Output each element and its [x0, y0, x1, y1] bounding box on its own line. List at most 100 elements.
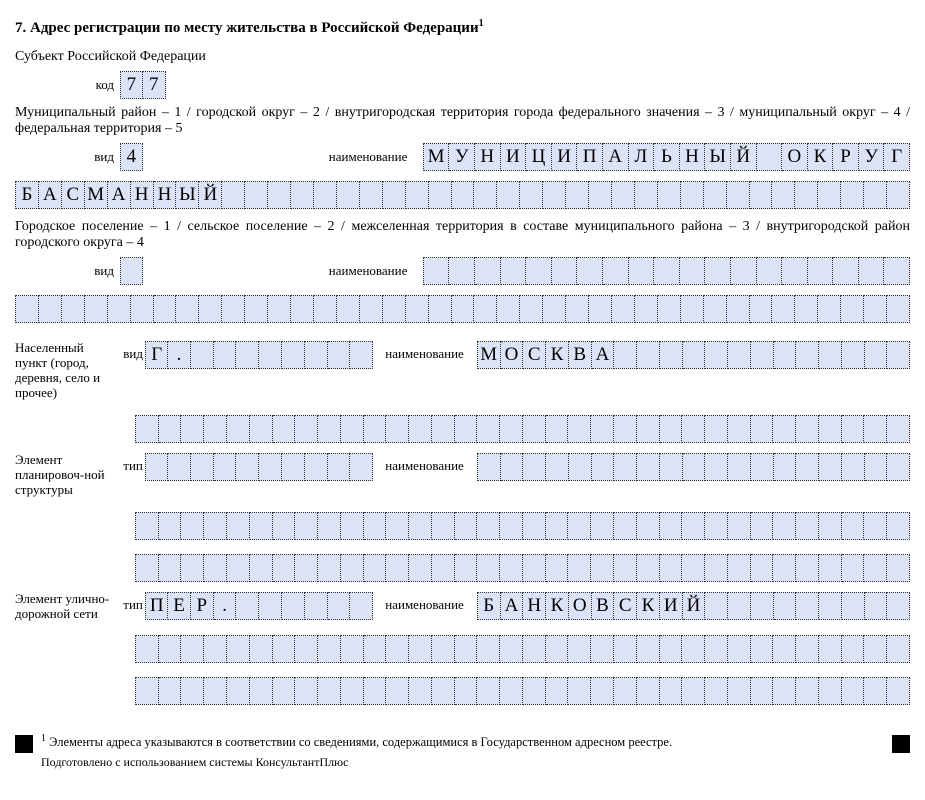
char-cell[interactable] — [341, 635, 364, 663]
char-cell[interactable] — [660, 635, 683, 663]
char-cell[interactable] — [772, 295, 795, 323]
char-cell[interactable]: Н — [154, 181, 177, 209]
char-cell[interactable]: П — [577, 143, 603, 171]
char-cell[interactable]: М — [85, 181, 108, 209]
char-cell[interactable] — [364, 635, 387, 663]
char-cell[interactable] — [819, 592, 842, 620]
char-cell[interactable] — [796, 554, 819, 582]
char-cell[interactable] — [546, 554, 569, 582]
char-cell[interactable] — [796, 415, 819, 443]
char-cell[interactable] — [159, 415, 182, 443]
char-cell[interactable] — [682, 677, 705, 705]
char-cell[interactable] — [546, 415, 569, 443]
char-cell[interactable] — [750, 181, 773, 209]
char-cell[interactable] — [432, 554, 455, 582]
char-cell[interactable] — [637, 512, 660, 540]
char-cell[interactable] — [227, 635, 250, 663]
char-cell[interactable] — [455, 677, 478, 705]
char-cell[interactable] — [727, 295, 750, 323]
char-cell[interactable] — [523, 677, 546, 705]
char-cell[interactable] — [477, 635, 500, 663]
char-cell[interactable] — [520, 295, 543, 323]
char-cell[interactable] — [108, 295, 131, 323]
char-cell[interactable] — [629, 257, 655, 285]
char-cell[interactable] — [683, 453, 706, 481]
char-cell[interactable] — [705, 453, 728, 481]
char-cell[interactable] — [360, 181, 383, 209]
char-cell[interactable] — [273, 554, 296, 582]
char-cell[interactable] — [318, 677, 341, 705]
char-cell[interactable] — [568, 512, 591, 540]
char-cell[interactable]: Ы — [705, 143, 731, 171]
char-cell[interactable] — [887, 635, 910, 663]
char-cell[interactable] — [360, 295, 383, 323]
char-cell[interactable] — [592, 453, 615, 481]
char-cell[interactable] — [773, 554, 796, 582]
char-cell[interactable] — [728, 677, 751, 705]
char-cell[interactable] — [864, 415, 887, 443]
char-cell[interactable] — [682, 415, 705, 443]
char-cell[interactable] — [328, 592, 351, 620]
plan-name-row1[interactable] — [477, 453, 910, 481]
char-cell[interactable]: А — [592, 341, 615, 369]
char-cell[interactable] — [772, 181, 795, 209]
char-cell[interactable] — [245, 181, 268, 209]
char-cell[interactable] — [637, 554, 660, 582]
char-cell[interactable] — [660, 415, 683, 443]
char-cell[interactable] — [62, 295, 85, 323]
char-cell[interactable] — [341, 677, 364, 705]
char-cell[interactable] — [750, 295, 773, 323]
locality-vid-cells[interactable]: Г. — [145, 341, 373, 369]
char-cell[interactable] — [135, 415, 159, 443]
char-cell[interactable]: С — [523, 341, 546, 369]
char-cell[interactable] — [842, 592, 865, 620]
char-cell[interactable]: А — [603, 143, 629, 171]
char-cell[interactable] — [864, 635, 887, 663]
char-cell[interactable] — [214, 453, 237, 481]
char-cell[interactable] — [591, 635, 614, 663]
char-cell[interactable] — [757, 257, 783, 285]
char-cell[interactable] — [500, 635, 523, 663]
char-cell[interactable] — [864, 512, 887, 540]
char-cell[interactable]: А — [501, 592, 524, 620]
char-cell[interactable] — [705, 592, 728, 620]
char-cell[interactable]: О — [501, 341, 524, 369]
char-cell[interactable] — [409, 677, 432, 705]
char-cell[interactable] — [637, 341, 660, 369]
char-cell[interactable] — [660, 453, 683, 481]
char-cell[interactable] — [818, 295, 841, 323]
char-cell[interactable] — [282, 341, 305, 369]
char-cell[interactable] — [682, 512, 705, 540]
street-name-row2[interactable] — [135, 635, 910, 663]
char-cell[interactable] — [568, 415, 591, 443]
char-cell[interactable] — [796, 592, 819, 620]
char-cell[interactable] — [782, 257, 808, 285]
char-cell[interactable] — [658, 295, 681, 323]
char-cell[interactable] — [259, 453, 282, 481]
char-cell[interactable] — [681, 181, 704, 209]
char-cell[interactable] — [500, 554, 523, 582]
char-cell[interactable] — [497, 295, 520, 323]
char-cell[interactable] — [135, 677, 159, 705]
char-cell[interactable] — [796, 635, 819, 663]
char-cell[interactable] — [328, 341, 351, 369]
char-cell[interactable] — [751, 453, 774, 481]
char-cell[interactable] — [774, 341, 797, 369]
char-cell[interactable] — [341, 554, 364, 582]
char-cell[interactable] — [614, 512, 637, 540]
char-cell[interactable] — [364, 415, 387, 443]
char-cell[interactable] — [159, 554, 182, 582]
char-cell[interactable] — [409, 554, 432, 582]
plan-tip-cells[interactable] — [145, 453, 373, 481]
char-cell[interactable] — [612, 295, 635, 323]
char-cell[interactable] — [250, 512, 273, 540]
char-cell[interactable] — [887, 415, 910, 443]
char-cell[interactable] — [477, 677, 500, 705]
char-cell[interactable] — [819, 635, 842, 663]
municipal-vid-cell[interactable]: 4 — [120, 143, 143, 171]
char-cell[interactable] — [523, 415, 546, 443]
char-cell[interactable] — [250, 415, 273, 443]
char-cell[interactable]: М — [477, 341, 501, 369]
char-cell[interactable] — [250, 635, 273, 663]
char-cell[interactable] — [350, 453, 373, 481]
